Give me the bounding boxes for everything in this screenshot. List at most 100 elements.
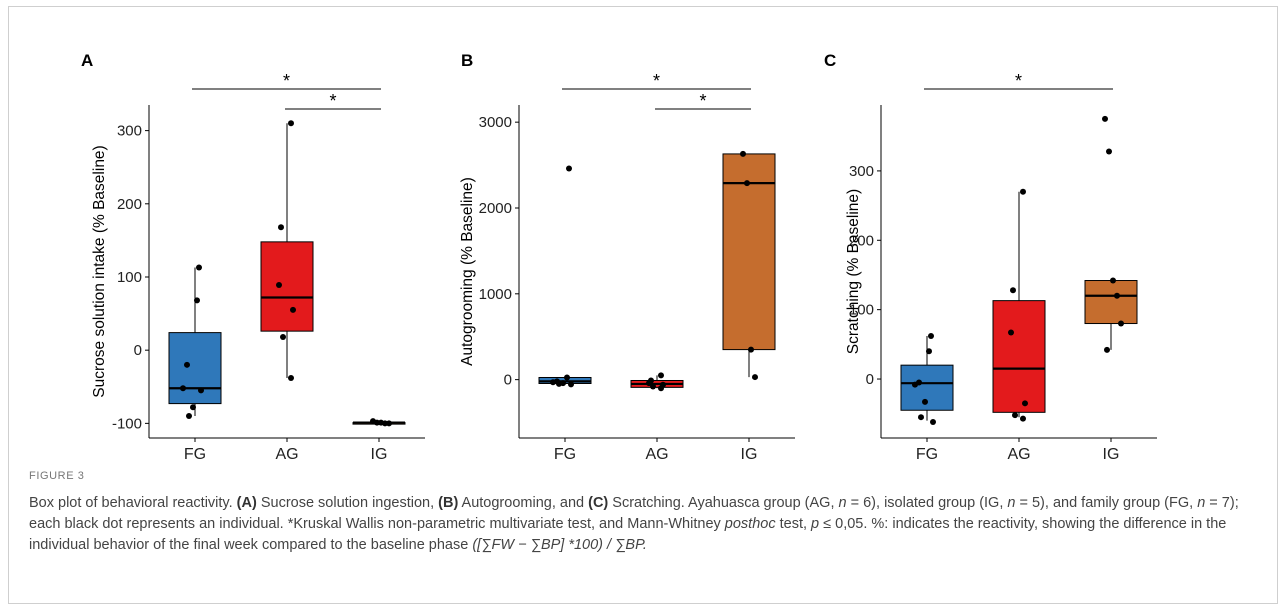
data-point xyxy=(278,224,284,231)
figure-frame: A -100 0 100 200 300 Sucrose solution intake (… xyxy=(8,6,1278,604)
y-tick-label: -100 xyxy=(112,415,142,432)
data-point xyxy=(564,374,570,381)
y-tick-label: 2000 xyxy=(479,200,512,217)
data-point xyxy=(566,165,572,172)
caption-italic: n xyxy=(838,495,847,511)
data-point xyxy=(568,381,574,388)
caption-text: test, xyxy=(775,516,812,532)
caption-text: Autogrooming, and xyxy=(458,495,589,511)
box-body xyxy=(992,300,1046,413)
data-point xyxy=(930,419,936,426)
significance-label: * xyxy=(699,91,706,111)
data-point xyxy=(1022,400,1028,407)
y-tick-label: 0 xyxy=(134,342,142,359)
caption-text: ≤ 0,05. %: indicates the reactivity, sho… xyxy=(29,516,1227,553)
data-point xyxy=(1012,412,1018,419)
data-point xyxy=(752,374,758,381)
data-point xyxy=(912,381,918,388)
caption-text: = 6), isolated group (IG, xyxy=(846,495,1008,511)
data-point xyxy=(190,404,196,411)
x-tick-label: IG xyxy=(1103,446,1120,462)
data-point xyxy=(928,333,934,340)
panel-b: B 0 1000 2000 3000 Autogrooming (% Baseline) F… xyxy=(459,51,795,462)
data-point xyxy=(276,282,282,289)
y-axis-label: Sucrose solution intake (% Baseline) xyxy=(91,145,108,397)
data-point xyxy=(922,398,928,405)
y-axis-label: Autogrooming (% Baseline) xyxy=(459,177,476,366)
y-tick-label: 200 xyxy=(117,196,142,213)
figure-svg: A -100 0 100 200 300 Sucrose solution intake (… xyxy=(81,51,1157,462)
caption-text: Box plot of behavioral reactivity. xyxy=(29,495,237,511)
x-tick-label: AG xyxy=(645,446,668,462)
data-point xyxy=(180,385,186,392)
x-tick-label: FG xyxy=(184,446,206,462)
data-point xyxy=(918,414,924,421)
data-point xyxy=(198,387,204,394)
panel-c: C 0 100 200 300 Scratching (% Baseline) FG AG IG… xyxy=(824,51,1157,462)
y-tick-label: 0 xyxy=(504,372,512,389)
caption-italic: n xyxy=(1197,495,1206,511)
data-point xyxy=(744,180,750,187)
data-point xyxy=(658,372,664,379)
data-point xyxy=(748,346,754,353)
y-tick-label: 0 xyxy=(866,371,874,388)
y-tick-label: 300 xyxy=(117,123,142,140)
x-tick-label: FG xyxy=(916,446,938,462)
caption-formula: ([∑FW − ∑BP] *100) / ∑BP. xyxy=(472,537,647,553)
data-point xyxy=(288,120,294,127)
box-body xyxy=(1084,280,1138,325)
x-tick-label: FG xyxy=(554,446,576,462)
data-point xyxy=(1110,277,1116,284)
significance-label: * xyxy=(653,71,660,91)
x-tick-label: AG xyxy=(1007,446,1030,462)
data-point xyxy=(1020,415,1026,422)
data-point xyxy=(288,374,294,381)
x-tick-label: IG xyxy=(741,446,758,462)
y-tick-label: 100 xyxy=(117,269,142,286)
data-point xyxy=(646,380,652,387)
data-point xyxy=(556,380,562,387)
caption-text: Scratching. Ayahuasca group (AG, xyxy=(608,495,839,511)
panel-a: A -100 0 100 200 300 Sucrose solution intake (… xyxy=(81,51,425,462)
data-point xyxy=(1020,188,1026,195)
data-point xyxy=(196,264,202,271)
data-point xyxy=(186,413,192,420)
panel-letter: B xyxy=(461,51,473,70)
x-tick-label: AG xyxy=(275,446,298,462)
data-point xyxy=(194,297,200,304)
data-point xyxy=(184,361,190,368)
data-point xyxy=(1118,320,1124,327)
y-tick-label: 100 xyxy=(849,302,874,319)
data-point xyxy=(650,383,656,390)
caption-ref-c: (C) xyxy=(588,495,609,511)
figure-label: FIGURE 3 xyxy=(29,470,85,482)
caption-italic: n xyxy=(1007,495,1016,511)
significance-label: * xyxy=(283,71,290,91)
data-point xyxy=(280,334,286,341)
caption-text: = 5), and family group (FG, xyxy=(1015,495,1198,511)
y-tick-label: 3000 xyxy=(479,114,512,131)
data-point xyxy=(926,348,932,355)
data-point xyxy=(1104,346,1110,353)
y-axis-label: Scratching (% Baseline) xyxy=(845,189,862,354)
box-body xyxy=(722,153,776,351)
box-body xyxy=(260,241,314,332)
data-point xyxy=(1114,292,1120,299)
y-tick-label: 200 xyxy=(849,232,874,249)
caption-italic: p xyxy=(811,516,820,532)
figure-caption: Box plot of behavioral reactivity. (A) S… xyxy=(29,493,1264,556)
panel-letter: C xyxy=(824,51,836,70)
data-point xyxy=(740,150,746,157)
data-point xyxy=(658,385,664,392)
data-point xyxy=(386,420,392,427)
data-point xyxy=(1106,148,1112,155)
data-point xyxy=(550,379,556,386)
data-point xyxy=(1010,287,1016,294)
caption-italic: posthoc xyxy=(724,516,776,532)
caption-ref-b: (B) xyxy=(438,495,459,511)
caption-text: = 7); each black dot represents an indiv… xyxy=(29,495,1239,532)
panel-letter: A xyxy=(81,51,93,70)
y-tick-label: 1000 xyxy=(479,286,512,303)
caption-text: Sucrose solution ingestion, xyxy=(256,495,439,511)
box-body xyxy=(168,332,222,405)
